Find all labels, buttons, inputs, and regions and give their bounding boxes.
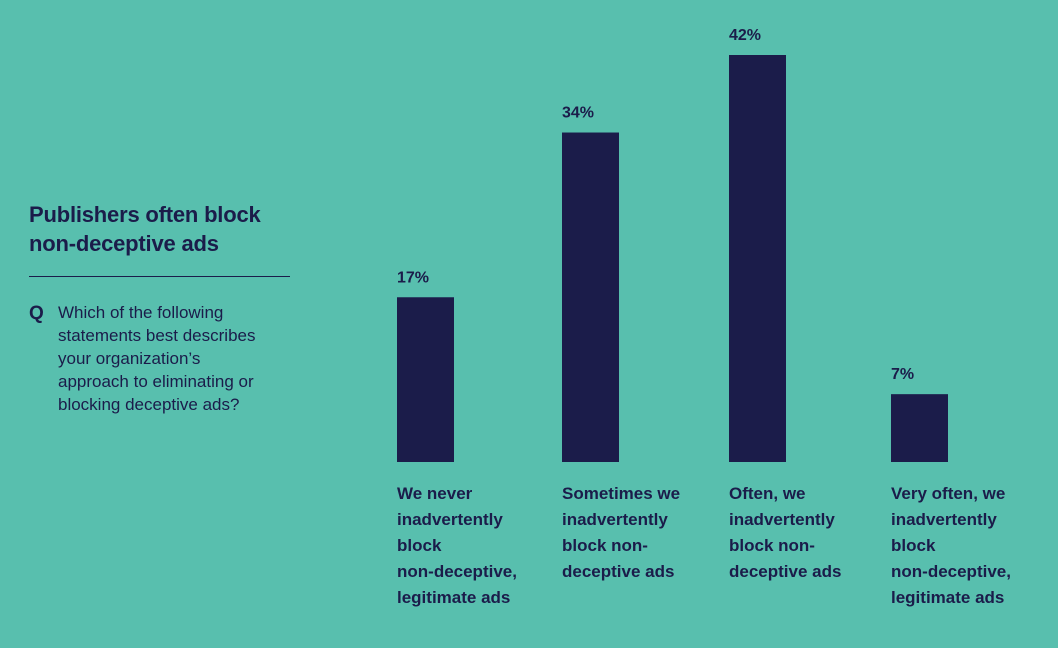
- question-text: Which of the following statements best d…: [58, 303, 256, 414]
- category-label: We never inadvertently block non-decepti…: [397, 484, 517, 607]
- category-label: Often, we inadvertently block non- decep…: [729, 484, 842, 581]
- data-label: 42%: [729, 27, 761, 44]
- side-panel: Publishers often block non-deceptive ads…: [29, 200, 291, 416]
- category-label: Sometimes we inadvertently block non- de…: [562, 484, 681, 581]
- bar: [729, 55, 786, 462]
- question-mark-icon: Q: [29, 303, 44, 324]
- category-label: Very often, we inadvertently block non-d…: [891, 484, 1011, 607]
- divider: [29, 276, 290, 277]
- data-label: 34%: [562, 105, 594, 122]
- data-label: 7%: [891, 366, 914, 383]
- bar: [562, 132, 619, 462]
- chart-title: Publishers often block non-deceptive ads: [29, 202, 261, 256]
- data-label: 17%: [397, 269, 429, 286]
- bar: [891, 394, 948, 462]
- bar: [397, 297, 454, 462]
- question-block: Q Which of the following statements best…: [29, 301, 291, 416]
